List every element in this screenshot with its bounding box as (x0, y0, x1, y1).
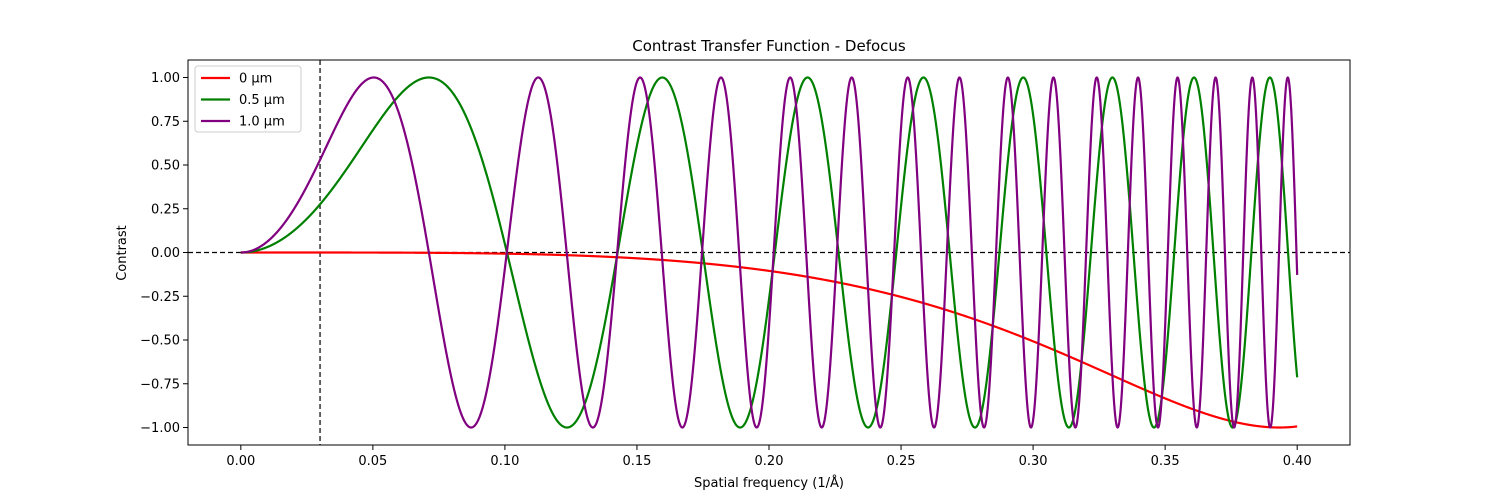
y-tick-label: 0.25 (151, 202, 180, 217)
legend-label: 0 µm (239, 72, 272, 87)
y-axis: −1.00 −0.75 −0.50 −0.25 0.00 0.25 0.50 0.75 1.00 (140, 71, 188, 436)
series-line-1 (240, 251, 1298, 429)
x-axis: 0.00 0.05 0.10 0.15 0.20 0.25 0.30 0.35 0.40 (226, 445, 1312, 469)
x-tick-label: 0.20 (755, 454, 784, 469)
series-line-2 (240, 76, 1299, 429)
y-tick-label: −0.75 (140, 377, 180, 392)
x-tick-label: 0.00 (226, 454, 255, 469)
y-tick-label: 0.75 (151, 115, 180, 130)
y-tick-label: −0.50 (140, 334, 180, 349)
y-tick-label: −1.00 (140, 421, 180, 436)
y-tick-label: 1.00 (151, 71, 180, 86)
legend-box (194, 65, 302, 133)
x-tick-label: 0.05 (358, 454, 387, 469)
y-tick-label: −0.25 (140, 290, 180, 305)
legend-label: 0.5 µm (239, 93, 285, 108)
y-tick-label: 0.00 (151, 246, 180, 261)
x-tick-label: 0.25 (887, 454, 916, 469)
y-axis-title: Contrast (115, 225, 130, 281)
legend-label: 1.0 µm (239, 115, 285, 130)
legend: 0 µm 0.5 µm 1.0 µm (194, 65, 302, 133)
x-tick-label: 0.10 (490, 454, 519, 469)
x-tick-label: 0.30 (1019, 454, 1048, 469)
series-line-3 (240, 76, 1299, 429)
x-axis-title: Spatial frequency (1/Å) (694, 475, 844, 491)
series-layer (240, 76, 1299, 429)
x-tick-label: 0.15 (622, 454, 651, 469)
x-tick-label: 0.35 (1151, 454, 1180, 469)
chart-title: Contrast Transfer Function - Defocus (632, 37, 906, 55)
y-tick-label: 0.50 (151, 159, 180, 174)
x-tick-label: 0.40 (1283, 454, 1312, 469)
